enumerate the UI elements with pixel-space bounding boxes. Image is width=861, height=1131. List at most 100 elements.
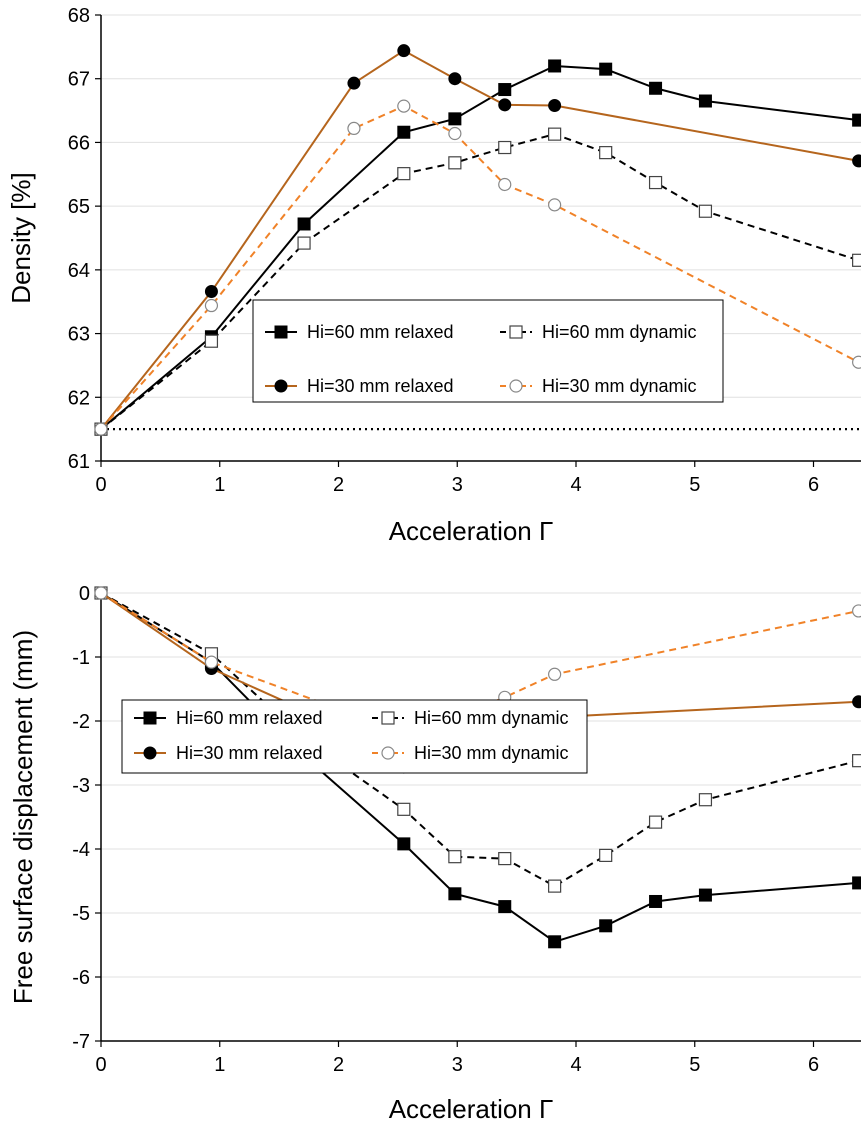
data-point [548, 59, 562, 73]
data-point [599, 848, 613, 863]
data-point [498, 140, 512, 155]
data-point [698, 888, 712, 902]
legend-label: Hi=60 mm dynamic [414, 708, 569, 728]
legend-label: Hi=60 mm dynamic [542, 322, 697, 342]
data-point [548, 198, 562, 212]
data-point [448, 126, 462, 141]
y-tick-label: 65 [68, 196, 90, 218]
y-tick-label: 64 [68, 260, 90, 282]
x-tick-label: 3 [452, 1054, 463, 1076]
legend-label: Hi=60 mm relaxed [176, 708, 323, 728]
data-point [548, 127, 562, 141]
chart-panel-1: 61 62 63 64 65 66 67 68 0 1 2 3 4 5 6 Acceleration Γ Den… [6, 5, 861, 546]
data-point [698, 204, 713, 218]
data-point [852, 154, 861, 168]
x-tick-label: 0 [95, 474, 106, 496]
series-4 [94, 99, 861, 436]
data-point [204, 285, 218, 299]
data-point [649, 81, 663, 95]
y-tick-label: -3 [72, 775, 90, 797]
data-point [852, 113, 861, 127]
legend-label: Hi=30 mm dynamic [414, 743, 569, 763]
data-point [852, 604, 861, 618]
data-point [448, 850, 462, 864]
data-point [599, 919, 613, 933]
y-tick-label: 61 [68, 451, 90, 473]
x-tick-label: 0 [95, 1054, 106, 1076]
data-point [852, 876, 861, 890]
x-tick-label: 6 [808, 474, 819, 496]
x-axis-label: Acceleration Γ [389, 1094, 554, 1124]
legend-marker [143, 746, 157, 760]
y-axis-label: Density [%] [6, 172, 36, 304]
data-point [649, 894, 663, 908]
data-point [498, 98, 512, 112]
data-point [448, 156, 462, 170]
data-point [448, 72, 462, 86]
x-tick-label: 4 [570, 1054, 581, 1076]
data-point [599, 62, 613, 76]
chart-panel-2: -7 -6 -5 -4 -3 -2 -1 0 0 1 2 3 4 5 6 Acceleration Γ Free… [8, 583, 861, 1124]
x-axis-label: Acceleration Γ [389, 516, 554, 546]
data-point [498, 177, 512, 192]
legend-box [252, 299, 724, 403]
series-3 [94, 44, 861, 436]
x-tick-label: 1 [214, 474, 225, 496]
legend-box [121, 699, 588, 774]
x-tick-label: 6 [808, 1054, 819, 1076]
data-point [347, 121, 361, 136]
data-point [204, 655, 219, 669]
data-point [599, 146, 613, 160]
data-point [548, 879, 562, 893]
x-tick-label: 1 [214, 1054, 225, 1076]
legend-label: Hi=30 mm relaxed [176, 743, 323, 763]
data-point [448, 112, 462, 126]
y-tick-label: 62 [68, 387, 90, 409]
series-line [100, 49, 859, 430]
y-tick-label: 67 [68, 69, 90, 91]
data-point [698, 94, 712, 108]
legend: Hi=60 mm relaxed Hi=60 mm dynamic Hi=30 mm… [252, 299, 724, 403]
data-point [204, 334, 219, 348]
y-tick-label: -7 [72, 1031, 90, 1053]
data-point [548, 667, 562, 681]
legend-marker [274, 379, 288, 393]
data-point [498, 83, 512, 97]
series-line [100, 133, 859, 430]
data-point [397, 44, 411, 58]
data-point [397, 802, 411, 816]
data-point [448, 887, 462, 901]
data-point [852, 754, 861, 768]
y-tick-label: 63 [68, 324, 90, 346]
data-point [397, 125, 411, 139]
data-point [204, 298, 219, 313]
data-point [698, 793, 713, 807]
data-point [397, 167, 411, 181]
x-tick-label: 5 [689, 474, 700, 496]
data-point [297, 236, 311, 250]
y-tick-label: -6 [72, 967, 90, 989]
data-point [498, 900, 512, 914]
data-point [94, 586, 108, 600]
data-point [94, 422, 108, 436]
legend-marker [381, 711, 395, 725]
legend-label: Hi=30 mm relaxed [307, 376, 454, 396]
data-point [297, 217, 311, 231]
y-tick-label: -4 [72, 839, 90, 861]
x-tick-label: 5 [689, 1054, 700, 1076]
y-tick-label: 66 [68, 132, 90, 154]
legend-marker [143, 711, 157, 725]
data-point [648, 815, 663, 829]
data-point [548, 935, 562, 949]
legend: Hi=60 mm relaxed Hi=60 mm dynamic Hi=30 mm… [121, 699, 588, 774]
data-point [498, 851, 512, 866]
data-point [548, 98, 562, 112]
legend-marker [274, 325, 288, 339]
legend-marker [509, 325, 523, 339]
x-tick-label: 3 [452, 474, 463, 496]
data-point [648, 175, 663, 190]
y-tick-label: 68 [68, 5, 90, 27]
legend-marker [381, 746, 395, 760]
y-axis-label: Free surface displacement (mm) [8, 630, 38, 1004]
